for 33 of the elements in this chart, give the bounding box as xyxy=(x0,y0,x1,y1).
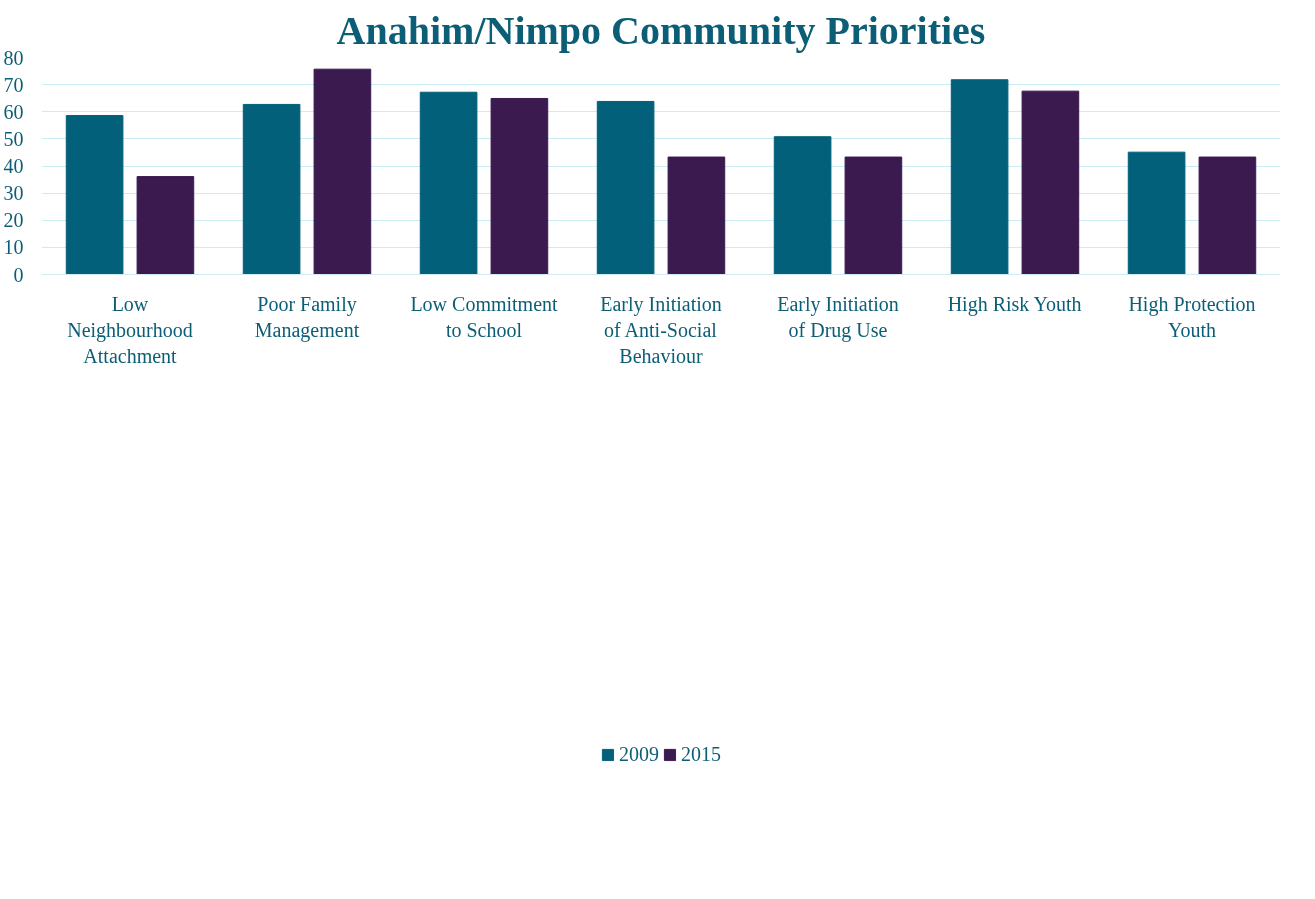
y-tick-label: 40 xyxy=(3,155,24,177)
y-tick-label: 0 xyxy=(13,263,24,286)
x-tick-label: High Protection Youth xyxy=(1128,292,1256,341)
bar xyxy=(844,156,903,275)
bar xyxy=(596,100,655,275)
bar xyxy=(950,79,1009,275)
x-tick-label: High Risk Youth xyxy=(947,292,1082,316)
bar xyxy=(65,115,124,275)
bar xyxy=(1021,90,1080,275)
x-tick-label: Low Commitment to School xyxy=(410,292,559,341)
bar xyxy=(773,136,832,275)
x-tick-label: Early Initiation of Anti-Social Behaviour xyxy=(600,292,722,368)
y-tick-label: 80 xyxy=(3,46,24,69)
y-tick-label: 60 xyxy=(3,100,24,123)
x-tick-label: Low Neighbourhood Attachment xyxy=(67,292,193,368)
bar xyxy=(490,97,549,275)
bar xyxy=(313,68,372,275)
bar xyxy=(419,91,478,275)
y-tick-label: 70 xyxy=(3,73,24,96)
bar xyxy=(1198,156,1257,275)
legend-label: 2015 xyxy=(681,742,721,766)
bar xyxy=(136,176,195,275)
y-tick-label: 20 xyxy=(3,209,24,232)
bar xyxy=(667,156,726,275)
y-tick-label: 50 xyxy=(3,127,24,150)
bar xyxy=(242,103,301,275)
x-tick-label: Early Initiation of Drug Use xyxy=(777,292,899,342)
bar xyxy=(1127,151,1186,275)
x-tick-label: Poor Family Management xyxy=(254,292,360,342)
y-tick-label: 10 xyxy=(3,236,24,259)
y-tick-label: 30 xyxy=(3,182,24,205)
chart-title: Anahim/Nimpo Community Priorities xyxy=(336,7,986,53)
legend-label: 2009 xyxy=(619,742,659,766)
